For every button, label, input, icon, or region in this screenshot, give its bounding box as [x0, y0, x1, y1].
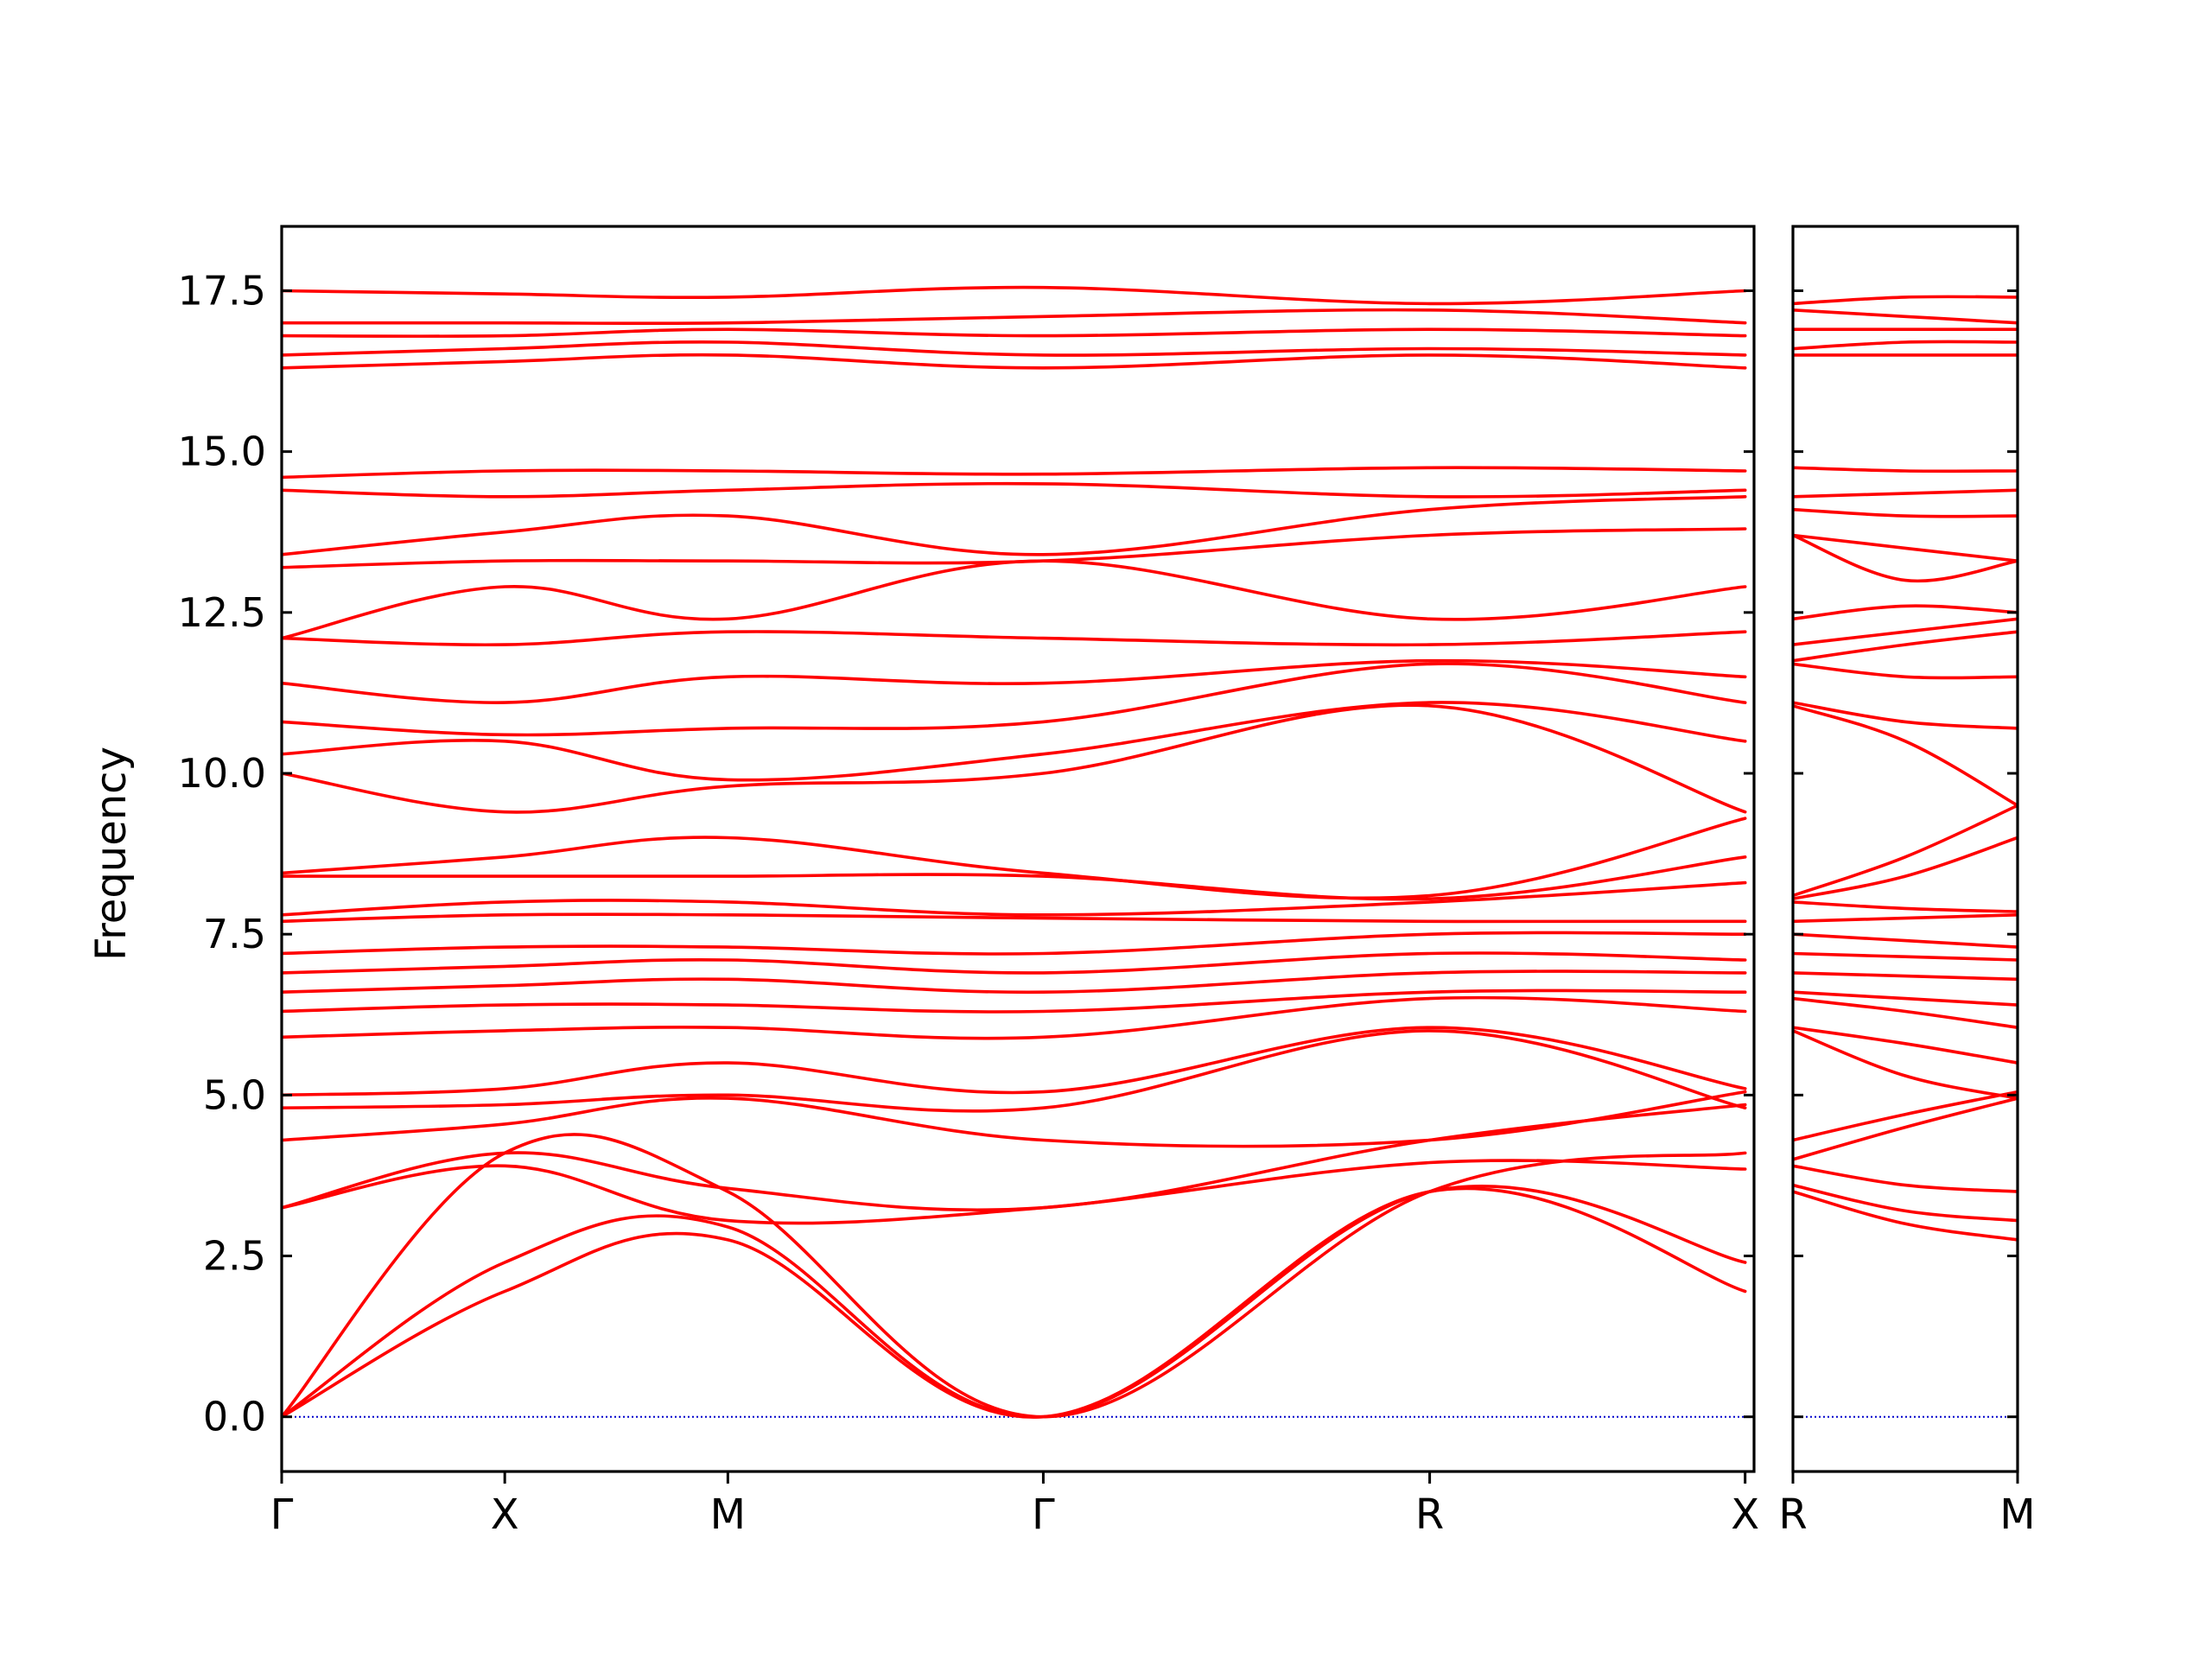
panel-1-group: 0.0 2.5 5.0 7.5 10.0 12.5 15.0 17.5 Γ X M Γ R X — [178, 225, 1759, 1539]
panel-2-band-3 — [1793, 1164, 2018, 1193]
panel-1-band-14 — [282, 912, 1747, 924]
panel-2-band-5 — [1793, 1090, 2018, 1142]
panel-1-band-12 — [282, 951, 1747, 975]
panel-1-band-9 — [282, 995, 1747, 1040]
panel-2-band-18 — [1793, 701, 2018, 730]
panel-1-band-19 — [282, 701, 1747, 782]
panel-2-band-23 — [1793, 533, 2018, 583]
y-tick-label: 17.5 — [178, 267, 266, 314]
panel-2-frame — [1791, 225, 2019, 1473]
panel-1-band-3 — [282, 1133, 1747, 1419]
panel-2-band-21 — [1793, 617, 2018, 646]
panel-2-band-7 — [1793, 1026, 2018, 1065]
y-tick-label: 10.0 — [178, 750, 266, 797]
panel-2-band-26 — [1793, 488, 2018, 499]
panel-1-band-22 — [282, 630, 1747, 647]
panel-1-band-2 — [282, 1184, 1747, 1419]
panel-1-band-20 — [282, 662, 1747, 737]
panel-1-band-32 — [282, 285, 1747, 306]
panel-1-band-29 — [282, 340, 1747, 357]
panel-2-band-9 — [1793, 990, 2018, 1007]
panel-2-band-8 — [1793, 996, 2018, 1029]
panel-1-frame — [280, 225, 1756, 1473]
panel-1-band-31 — [282, 308, 1747, 326]
panel-1-band-16 — [282, 855, 1747, 901]
panel-1-band-30 — [282, 327, 1747, 338]
panel-1-band-7 — [282, 1029, 1747, 1113]
y-tick-label: 2.5 — [203, 1233, 266, 1280]
y-tick-label: 7.5 — [203, 911, 266, 957]
panel-2-band-13 — [1793, 913, 2018, 924]
panel-1-band-28 — [282, 353, 1747, 370]
y-tick-label: 12.5 — [178, 589, 266, 636]
panel-2-band-4 — [1793, 1096, 2018, 1161]
x-tick-label: M — [1999, 1491, 2035, 1539]
panel-2-band-17 — [1793, 704, 2018, 807]
panel-1-band-24 — [282, 527, 1747, 569]
panel-1-band-17 — [282, 817, 1747, 900]
panel-1-band-5 — [282, 1103, 1747, 1212]
panel-2-band-1 — [1793, 1190, 2018, 1242]
panel-2-band-27 — [1793, 466, 2018, 474]
panel-1-series-group — [282, 285, 1747, 1419]
panel-2-band-19 — [1793, 662, 2018, 680]
panel-1-band-25 — [282, 495, 1747, 556]
panel-2-band-15 — [1793, 836, 2018, 900]
x-tick-label: M — [710, 1491, 746, 1539]
panel-1-band-15 — [282, 880, 1747, 917]
panel-2-band-25 — [1793, 507, 2018, 518]
panel-1-band-1 — [282, 1186, 1747, 1419]
x-tick-label: R — [1778, 1491, 1807, 1539]
panel-1-band-4 — [282, 1159, 1747, 1225]
panel-2-band-10 — [1793, 971, 2018, 982]
y-axis-label: Frequency — [87, 747, 136, 961]
panel-2-band-12 — [1793, 932, 2018, 949]
x-tick-label: X — [491, 1491, 519, 1539]
panel-1-band-11 — [282, 969, 1747, 995]
panel-1-band-21 — [282, 658, 1747, 704]
x-tick-label: Γ — [1032, 1491, 1055, 1539]
panel-2-band-6 — [1793, 1029, 2018, 1100]
panel-1-band-10 — [282, 988, 1747, 1014]
panel-2-band-32 — [1793, 295, 2018, 306]
panel-1-band-26 — [282, 481, 1747, 499]
panel-2-band-14 — [1793, 900, 2018, 913]
y-tick-label: 5.0 — [203, 1071, 266, 1118]
panel-2-band-24 — [1793, 533, 2018, 563]
panel-1-band-8 — [282, 1026, 1747, 1097]
panel-2-band-2 — [1793, 1183, 2018, 1223]
y-tick-label: 15.0 — [178, 429, 266, 475]
panel-1-band-18 — [282, 703, 1747, 814]
x-tick-label: Γ — [270, 1491, 294, 1539]
panel-2-series-group — [1793, 295, 2018, 1242]
panel-1-band-23 — [282, 559, 1747, 640]
y-tick-label: 0.0 — [203, 1394, 266, 1440]
panel-1-band-27 — [282, 466, 1747, 480]
panel-2-band-16 — [1793, 804, 2018, 898]
plot-layer: 0.02.55.07.510.012.515.017.5Γ X M Γ R X R M — [178, 225, 2036, 1539]
panel-1-band-13 — [282, 931, 1747, 956]
panel-2-band-31 — [1793, 308, 2018, 325]
panel-2-band-20 — [1793, 630, 2018, 663]
panel-2-band-29 — [1793, 340, 2018, 351]
x-tick-label: X — [1731, 1491, 1759, 1539]
panel-2-band-22 — [1793, 604, 2018, 621]
x-tick-label: R — [1415, 1491, 1444, 1539]
panel-2-band-11 — [1793, 951, 2018, 962]
panel-1-band-6 — [282, 1090, 1747, 1148]
